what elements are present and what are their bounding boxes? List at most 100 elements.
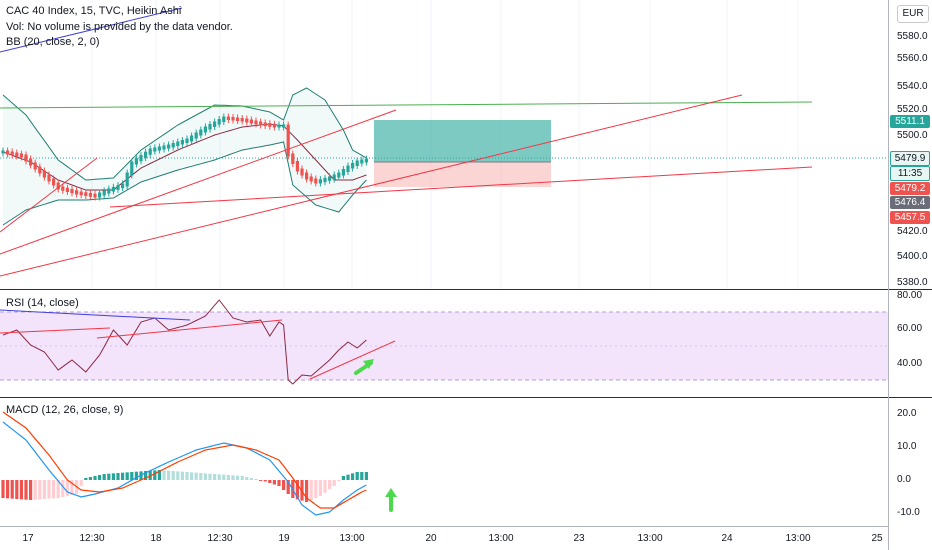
macd-histogram-bar[interactable] <box>318 480 322 496</box>
bollinger-upper-band[interactable] <box>2 87 367 181</box>
candle-body[interactable] <box>10 151 14 156</box>
macd-histogram-bar[interactable] <box>47 480 51 499</box>
macd-histogram-bar[interactable] <box>6 480 10 499</box>
candle-body[interactable] <box>314 178 318 184</box>
macd-histogram-bar[interactable] <box>231 475 235 480</box>
macd-histogram-bar[interactable] <box>328 480 332 490</box>
macd-histogram-bar[interactable] <box>323 480 327 493</box>
macd-histogram-bar[interactable] <box>185 472 189 480</box>
macd-histogram-bar[interactable] <box>341 476 345 480</box>
candle-body[interactable] <box>208 124 212 130</box>
candle-body[interactable] <box>130 161 134 176</box>
candle-body[interactable] <box>245 118 249 123</box>
candle-body[interactable] <box>144 151 148 158</box>
trendline-resistance-green[interactable] <box>0 101 813 109</box>
rsi-trendline-red-3[interactable] <box>309 340 396 380</box>
candle-body[interactable] <box>19 153 23 158</box>
candle-body[interactable] <box>180 140 184 145</box>
macd-histogram-bar[interactable] <box>240 476 244 480</box>
macd-histogram-bar[interactable] <box>93 476 97 480</box>
macd-histogram-bar[interactable] <box>268 480 272 483</box>
candle-body[interactable] <box>70 189 74 194</box>
macd-signal-line[interactable] <box>2 411 367 509</box>
macd-histogram-bar[interactable] <box>167 470 171 480</box>
rsi-trendline-blue[interactable] <box>0 309 191 321</box>
trendline-blue[interactable] <box>0 7 183 53</box>
candle-body[interactable] <box>318 179 322 184</box>
candle-body[interactable] <box>79 191 83 196</box>
candle-body[interactable] <box>171 143 175 148</box>
candle-body[interactable] <box>75 190 79 195</box>
macd-histogram-bar[interactable] <box>259 480 263 481</box>
macd-line[interactable] <box>2 421 367 516</box>
macd-histogram-bar[interactable] <box>217 474 221 480</box>
candle-body[interactable] <box>295 161 299 172</box>
macd-histogram-bar[interactable] <box>56 480 60 498</box>
macd-histogram-bar[interactable] <box>144 471 148 480</box>
rsi-trendline-red-1[interactable] <box>0 327 111 334</box>
candle-body[interactable] <box>42 170 46 178</box>
macd-histogram-bar[interactable] <box>226 475 230 480</box>
macd-histogram-bar[interactable] <box>295 480 299 500</box>
candle-body[interactable] <box>364 158 368 163</box>
macd-histogram-bar[interactable] <box>38 480 42 500</box>
macd-pane[interactable] <box>1 411 368 516</box>
macd-histogram-bar[interactable] <box>355 472 359 480</box>
candle-body[interactable] <box>249 119 253 124</box>
macd-histogram-bar[interactable] <box>29 480 33 500</box>
candle-body[interactable] <box>116 185 120 190</box>
candle-body[interactable] <box>194 132 198 139</box>
candle-body[interactable] <box>52 178 56 186</box>
macd-histogram-bar[interactable] <box>203 473 207 480</box>
trendline-red-3[interactable] <box>0 94 743 277</box>
candle-body[interactable] <box>38 166 42 174</box>
macd-histogram-bar[interactable] <box>107 473 111 480</box>
macd-histogram-bar[interactable] <box>61 480 65 497</box>
candle-body[interactable] <box>231 117 235 121</box>
candle-body[interactable] <box>305 172 309 180</box>
macd-histogram-bar[interactable] <box>222 474 226 480</box>
macd-histogram-bar[interactable] <box>282 480 286 490</box>
candle-body[interactable] <box>351 163 355 169</box>
candle-body[interactable] <box>213 121 217 128</box>
macd-histogram-bar[interactable] <box>245 477 249 480</box>
macd-histogram-bar[interactable] <box>65 480 69 496</box>
bollinger-basis[interactable] <box>2 123 367 191</box>
candle-body[interactable] <box>33 162 37 170</box>
macd-histogram-bar[interactable] <box>249 478 253 480</box>
rsi-line[interactable] <box>2 299 367 385</box>
candle-body[interactable] <box>185 138 189 144</box>
macd-histogram-bar[interactable] <box>33 480 37 500</box>
macd-histogram-bar[interactable] <box>24 480 28 500</box>
candle-body[interactable] <box>222 116 226 123</box>
candle-body[interactable] <box>162 145 166 150</box>
candle-body[interactable] <box>47 174 51 182</box>
candle-body[interactable] <box>263 122 267 127</box>
macd-histogram-bar[interactable] <box>153 470 157 480</box>
macd-histogram-bar[interactable] <box>337 480 341 481</box>
macd-histogram-bar[interactable] <box>130 472 134 480</box>
trendline-red-4[interactable] <box>109 166 813 208</box>
macd-histogram-bar[interactable] <box>176 471 180 480</box>
macd-histogram-bar[interactable] <box>236 475 240 480</box>
macd-histogram-bar[interactable] <box>263 480 267 482</box>
macd-histogram-bar[interactable] <box>351 473 355 480</box>
trendline-red-2[interactable] <box>0 109 397 255</box>
trendline-red-1[interactable] <box>0 157 98 233</box>
candle-body[interactable] <box>323 177 327 183</box>
macd-histogram-bar[interactable] <box>346 474 350 480</box>
candle-body[interactable] <box>277 124 281 128</box>
macd-histogram-bar[interactable] <box>157 470 161 480</box>
macd-histogram-bar[interactable] <box>121 472 125 480</box>
candle-body[interactable] <box>139 155 143 162</box>
candle-body[interactable] <box>102 190 106 196</box>
candle-body[interactable] <box>328 176 332 181</box>
candle-body[interactable] <box>217 119 221 125</box>
macd-histogram-bar[interactable] <box>199 473 203 480</box>
candle-body[interactable] <box>1 150 5 154</box>
macd-histogram-bar[interactable] <box>309 480 313 500</box>
candle-body[interactable] <box>332 174 336 180</box>
macd-histogram-bar[interactable] <box>360 472 364 480</box>
macd-histogram-bar[interactable] <box>305 480 309 502</box>
